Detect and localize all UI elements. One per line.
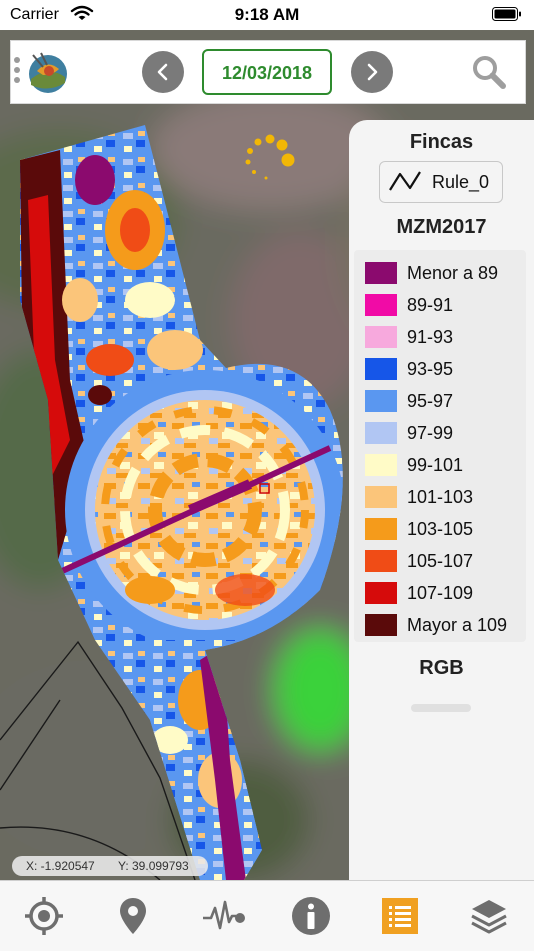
pulse-icon [203,900,245,930]
class-label: 107-109 [407,583,474,603]
legend-item: 89-91 [354,288,526,320]
legend-header: Fincas [409,131,474,153]
tab-legend[interactable] [356,881,445,951]
rule-item[interactable]: Rule_0 [379,161,503,203]
status-bar: Carrier 9:18 AM [0,0,534,30]
carrier-label: Carrier [10,6,59,23]
tab-info[interactable] [267,881,356,951]
y-coordinate: Y: 39.099793 [118,859,189,873]
legend-item: 101-103 [354,480,526,512]
loading-spinner-icon [245,134,295,180]
color-swatch [365,422,397,444]
legend-item: 95-97 [354,384,526,416]
color-swatch [365,550,397,572]
class-label: Mayor a 109 [407,615,508,635]
clock: 9:18 AM [234,5,300,24]
color-swatch [365,294,397,316]
farm-logo-icon [29,52,67,93]
list-icon [382,898,418,934]
legend-panel: Fincas Rule_0 MZM2017 Menor a 89 89-91 9… [349,120,534,880]
tab-layers[interactable] [445,881,534,951]
coordinates-readout: X: -1.920547 Y: 39.099793 [12,856,208,876]
tab-locate[interactable] [0,881,89,951]
x-coordinate: X: -1.920547 [26,859,95,873]
drag-handle-icon[interactable] [14,57,22,87]
date-selector[interactable]: 12/03/2018 [202,49,332,95]
rule-label: Rule_0 [432,172,490,192]
color-swatch [365,262,397,284]
legend-item: 105-107 [354,544,526,576]
polyline-icon [389,171,421,191]
wifi-icon [70,5,94,20]
color-swatch [365,358,397,380]
previous-date-button[interactable] [142,51,184,93]
search-icon[interactable] [471,54,507,90]
panel-handle[interactable] [411,704,471,712]
tab-profile[interactable] [178,881,267,951]
map-pin-icon [120,898,146,934]
battery-icon [492,7,521,21]
next-date-button[interactable] [351,51,393,93]
legend-item: 103-105 [354,512,526,544]
chevron-left-icon [157,63,168,81]
class-label: 89-91 [407,295,454,315]
class-list: Menor a 89 89-91 91-93 93-95 95-97 97-99… [354,250,526,642]
legend-item: 99-101 [354,448,526,480]
crosshair-icon [25,897,63,935]
layers-icon [471,900,507,934]
legend-item: Menor a 89 [354,256,526,288]
chevron-right-icon [367,63,378,81]
color-swatch [365,326,397,348]
class-label: 91-93 [407,327,454,347]
color-swatch [365,582,397,604]
class-label: 105-107 [407,551,474,571]
top-toolbar: 12/03/2018 [10,40,526,104]
class-label: 99-101 [407,455,464,475]
color-swatch [365,614,397,636]
legend-item: 97-99 [354,416,526,448]
class-label: 103-105 [407,519,474,539]
legend-item: Mayor a 109 [354,608,526,640]
class-label: 95-97 [407,391,454,411]
color-swatch [365,390,397,412]
class-label: Menor a 89 [407,263,499,283]
color-swatch [365,454,397,476]
class-label: 93-95 [407,359,454,379]
color-swatch [365,486,397,508]
legend-item: 107-109 [354,576,526,608]
tab-pin[interactable] [89,881,178,951]
legend-item: 93-95 [354,352,526,384]
layer-title: MZM2017 [396,216,487,238]
info-icon [292,897,330,935]
legend-item: 91-93 [354,320,526,352]
rgb-layer-title[interactable]: RGB [419,657,464,679]
color-swatch [365,518,397,540]
bottom-tab-bar [0,880,534,951]
class-label: 101-103 [407,487,474,507]
class-label: 97-99 [407,423,454,443]
